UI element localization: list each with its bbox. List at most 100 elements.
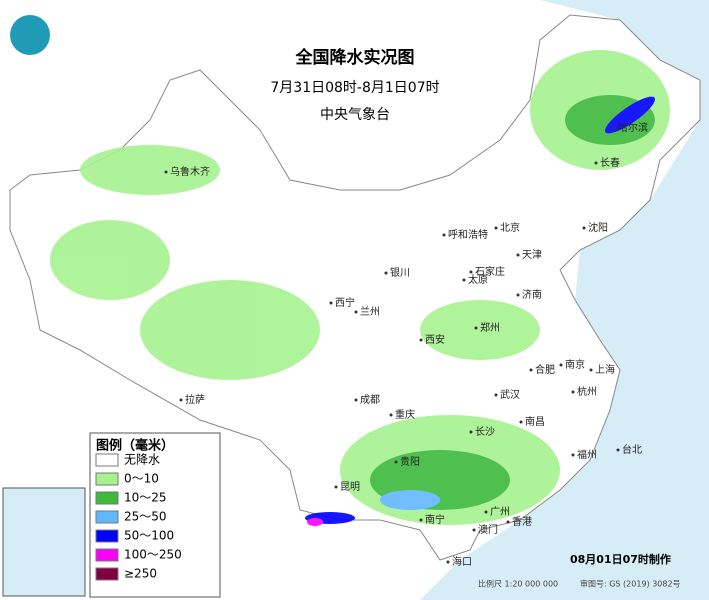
city-dot	[334, 485, 338, 489]
city-label: 成都	[360, 394, 380, 406]
city-dot	[469, 270, 473, 274]
legend-swatch	[95, 567, 119, 581]
rain-area	[50, 220, 170, 300]
city-label: 兰州	[360, 305, 380, 318]
city-dot	[494, 393, 498, 397]
south-sea-inset	[2, 487, 86, 597]
city-dot	[472, 528, 476, 532]
legend-swatch	[95, 472, 119, 486]
logo	[10, 15, 50, 55]
legend: 无降水 0～10 10～25 25～50 50～100 100～250 ≥250	[95, 453, 182, 581]
scale: 比例尺 1:20 000 000	[478, 579, 558, 589]
city-label: 香港	[512, 516, 532, 528]
sea	[420, 0, 709, 600]
city-label: 济南	[522, 288, 542, 301]
city-label: 沈阳	[588, 221, 608, 234]
legend-label: 100～250	[124, 548, 182, 562]
city-dot	[571, 390, 575, 394]
city-label: 福州	[577, 448, 597, 461]
city-dot	[529, 368, 533, 372]
city-dot	[179, 398, 183, 402]
city-label: 合肥	[535, 363, 555, 376]
city-label: 海口	[452, 555, 472, 568]
city-dot	[559, 363, 563, 367]
city-dot	[616, 448, 620, 452]
legend-swatch	[95, 453, 119, 467]
rain-area	[605, 96, 655, 134]
city-dot	[384, 271, 388, 275]
city-dot	[612, 126, 616, 130]
city-dot	[442, 233, 446, 237]
legend-label: 无降水	[124, 453, 160, 467]
period: 7月31日08时-8月1日07时	[270, 80, 439, 96]
city-dot	[164, 170, 168, 174]
city-labels: 乌鲁木齐拉萨 西宁兰州 银川 呼和浩特北京天津石家庄太原济南郑州西安成都重庆 武汉 合肥南…	[164, 121, 648, 568]
city-label: 澳门	[478, 523, 498, 536]
city-label: 台北	[622, 443, 642, 456]
city-dot	[329, 301, 333, 305]
city-label: 太原	[468, 273, 488, 286]
city-label: 长沙	[475, 426, 495, 438]
made-time: 08月01日07时制作	[570, 552, 671, 566]
city-label: 西安	[425, 333, 445, 346]
city-dot	[594, 161, 598, 165]
legend-label: 0～10	[124, 472, 159, 486]
rain-area	[380, 490, 440, 510]
city-label: 石家庄	[475, 265, 505, 278]
city-dot	[506, 520, 510, 524]
city-label: 重庆	[395, 408, 415, 421]
city-label: 哈尔滨	[618, 121, 648, 134]
legend-label: 25～50	[124, 510, 167, 524]
legend-swatch	[95, 529, 119, 543]
city-label: 南昌	[525, 415, 545, 428]
legend-swatch	[95, 491, 119, 505]
city-dot	[446, 560, 450, 564]
legend-title: 图例（毫米）	[96, 438, 174, 454]
approval: 审图号: GS (2019) 3082号	[580, 579, 681, 589]
city-dot	[394, 460, 398, 464]
city-label: 南京	[565, 358, 585, 371]
city-dot	[474, 326, 478, 330]
rain-areas	[50, 50, 670, 526]
city-dot	[494, 226, 498, 230]
city-label: 武汉	[500, 388, 520, 401]
city-dot	[516, 253, 520, 257]
title: 全国降水实况图	[295, 47, 415, 68]
city-dot	[469, 430, 473, 434]
city-label: 天津	[522, 249, 542, 261]
city-dot	[389, 413, 393, 417]
city-dot	[419, 518, 423, 522]
rain-area	[140, 280, 320, 380]
rain-area	[80, 145, 220, 195]
city-label: 长春	[600, 157, 620, 169]
legend-swatch	[95, 548, 119, 562]
legend-swatch	[95, 510, 119, 524]
city-label: 拉萨	[185, 393, 205, 406]
city-label: 南宁	[425, 513, 445, 526]
city-label: 广州	[490, 506, 510, 518]
city-label: 银川	[390, 266, 410, 279]
city-label: 杭州	[577, 385, 597, 398]
city-label: 上海	[595, 363, 615, 376]
city-dot	[516, 293, 520, 297]
city-label: 昆明	[340, 481, 360, 493]
city-dot	[589, 368, 593, 372]
city-dot	[462, 278, 466, 282]
city-dot	[354, 398, 358, 402]
issuer: 中央气象台	[320, 107, 390, 123]
legend-label: ≥250	[124, 567, 157, 581]
city-label: 北京	[500, 221, 520, 234]
city-dot	[582, 226, 586, 230]
legend-label: 50～100	[124, 529, 174, 543]
rain-area	[307, 518, 323, 526]
city-dot	[354, 310, 358, 314]
rain-area	[420, 300, 540, 360]
legend-label: 10～25	[124, 491, 167, 505]
city-dot	[484, 510, 488, 514]
city-label: 乌鲁木齐	[170, 165, 210, 178]
city-dot	[571, 453, 575, 457]
city-label: 西宁	[335, 296, 355, 309]
city-label: 贵阳	[400, 455, 420, 468]
city-label: 呼和浩特	[448, 229, 488, 241]
